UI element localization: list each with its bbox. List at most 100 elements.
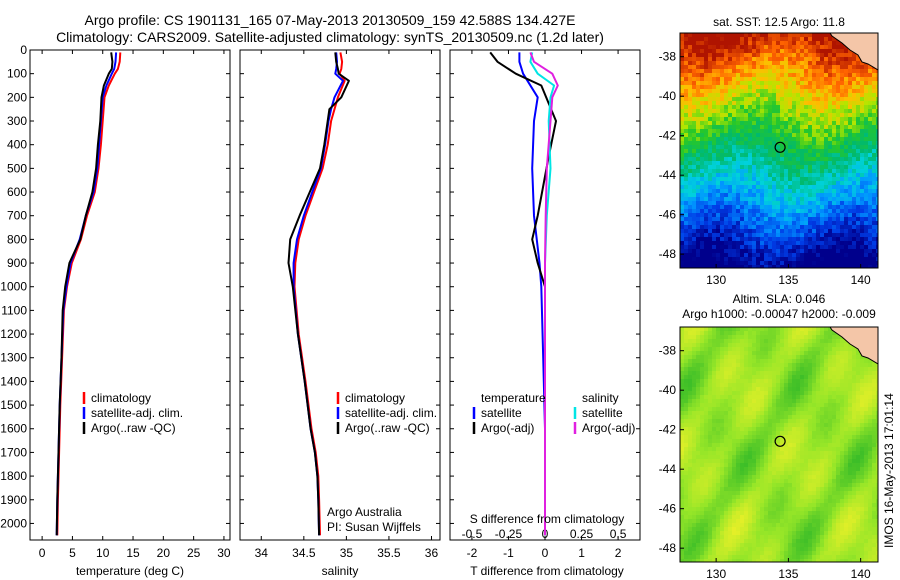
map-cell bbox=[852, 455, 857, 460]
map-cell bbox=[868, 149, 873, 154]
map-cell bbox=[776, 53, 781, 58]
map-cell bbox=[860, 241, 865, 246]
map-cell bbox=[840, 141, 845, 146]
map-cell bbox=[796, 201, 801, 206]
map-cell bbox=[812, 49, 817, 54]
map-cell bbox=[864, 447, 869, 452]
map-cell bbox=[704, 97, 709, 102]
map-cell bbox=[740, 455, 745, 460]
map-cell bbox=[708, 129, 713, 134]
map-cell bbox=[716, 327, 721, 332]
map-cell bbox=[788, 431, 793, 436]
map-cell bbox=[844, 463, 849, 468]
map-cell bbox=[752, 265, 757, 268]
map-cell bbox=[812, 65, 817, 70]
map-cell bbox=[716, 355, 721, 360]
map-cell bbox=[840, 181, 845, 186]
map-cell bbox=[724, 209, 729, 214]
map-cell bbox=[696, 165, 701, 170]
map-cell bbox=[724, 213, 729, 218]
map-cell bbox=[716, 33, 721, 38]
map-cell bbox=[872, 399, 877, 404]
map-cell bbox=[688, 201, 693, 206]
map-cell bbox=[768, 169, 773, 174]
map-cell bbox=[728, 173, 733, 178]
map-cell bbox=[760, 253, 765, 258]
map-cell bbox=[876, 407, 878, 412]
map-cell bbox=[736, 37, 741, 42]
map-cell bbox=[824, 41, 829, 46]
map-cell bbox=[784, 85, 789, 90]
map-cell bbox=[696, 149, 701, 154]
map-cell bbox=[724, 237, 729, 242]
map-cell bbox=[720, 125, 725, 130]
map-cell bbox=[800, 261, 805, 266]
map-cell bbox=[800, 41, 805, 46]
map-cell bbox=[792, 89, 797, 94]
map-cell bbox=[692, 391, 697, 396]
map-cell bbox=[704, 327, 709, 332]
map-cell bbox=[856, 367, 861, 372]
map-cell bbox=[708, 205, 713, 210]
map-cell bbox=[820, 237, 825, 242]
map-cell bbox=[688, 221, 693, 226]
map-cell bbox=[680, 225, 685, 230]
map-cell bbox=[736, 97, 741, 102]
map-cell bbox=[800, 439, 805, 444]
map-cell bbox=[708, 467, 713, 472]
map-cell bbox=[796, 221, 801, 226]
map-cell bbox=[820, 455, 825, 460]
map-cell bbox=[772, 57, 777, 62]
map-cell bbox=[768, 125, 773, 130]
map-cell bbox=[764, 165, 769, 170]
map-cell bbox=[840, 245, 845, 250]
map-cell bbox=[820, 265, 825, 268]
map-cell bbox=[864, 391, 869, 396]
map-cell bbox=[788, 209, 793, 214]
map-cell bbox=[744, 347, 749, 352]
map-cell bbox=[856, 121, 861, 126]
map-cell bbox=[792, 33, 797, 38]
map-cell bbox=[812, 253, 817, 258]
map-cell bbox=[780, 121, 785, 126]
map-cell bbox=[848, 355, 853, 360]
map-cell bbox=[832, 181, 837, 186]
map-cell bbox=[716, 181, 721, 186]
map-cell bbox=[780, 169, 785, 174]
map-cell bbox=[688, 463, 693, 468]
map-cell bbox=[852, 221, 857, 226]
map-cell bbox=[756, 193, 761, 198]
map-cell bbox=[712, 435, 717, 440]
map-cell bbox=[724, 69, 729, 74]
map-cell bbox=[688, 193, 693, 198]
map-cell bbox=[684, 359, 689, 364]
map-cell bbox=[728, 97, 733, 102]
map-cell bbox=[876, 181, 878, 186]
map-cell bbox=[856, 161, 861, 166]
map-cell bbox=[780, 189, 785, 194]
map-cell bbox=[768, 237, 773, 242]
x-tick-label: 36 bbox=[425, 546, 439, 560]
map-cell bbox=[748, 387, 753, 392]
map-cell bbox=[760, 415, 765, 420]
map-cell bbox=[816, 173, 821, 178]
map-cell bbox=[688, 217, 693, 222]
map-cell bbox=[732, 169, 737, 174]
map-cell bbox=[832, 379, 837, 384]
map-cell bbox=[800, 367, 805, 372]
map-cell bbox=[840, 105, 845, 110]
map-cell bbox=[708, 249, 713, 254]
map-cell bbox=[816, 93, 821, 98]
map-cell bbox=[684, 169, 689, 174]
map-cell bbox=[752, 351, 757, 356]
map-cell bbox=[752, 73, 757, 78]
map-cell bbox=[760, 347, 765, 352]
map-cell bbox=[768, 379, 773, 384]
map-cell bbox=[756, 93, 761, 98]
map-cell bbox=[708, 371, 713, 376]
map-cell bbox=[784, 97, 789, 102]
map-cell bbox=[696, 229, 701, 234]
map-cell bbox=[856, 133, 861, 138]
series-line bbox=[529, 52, 559, 536]
map-cell bbox=[844, 225, 849, 230]
